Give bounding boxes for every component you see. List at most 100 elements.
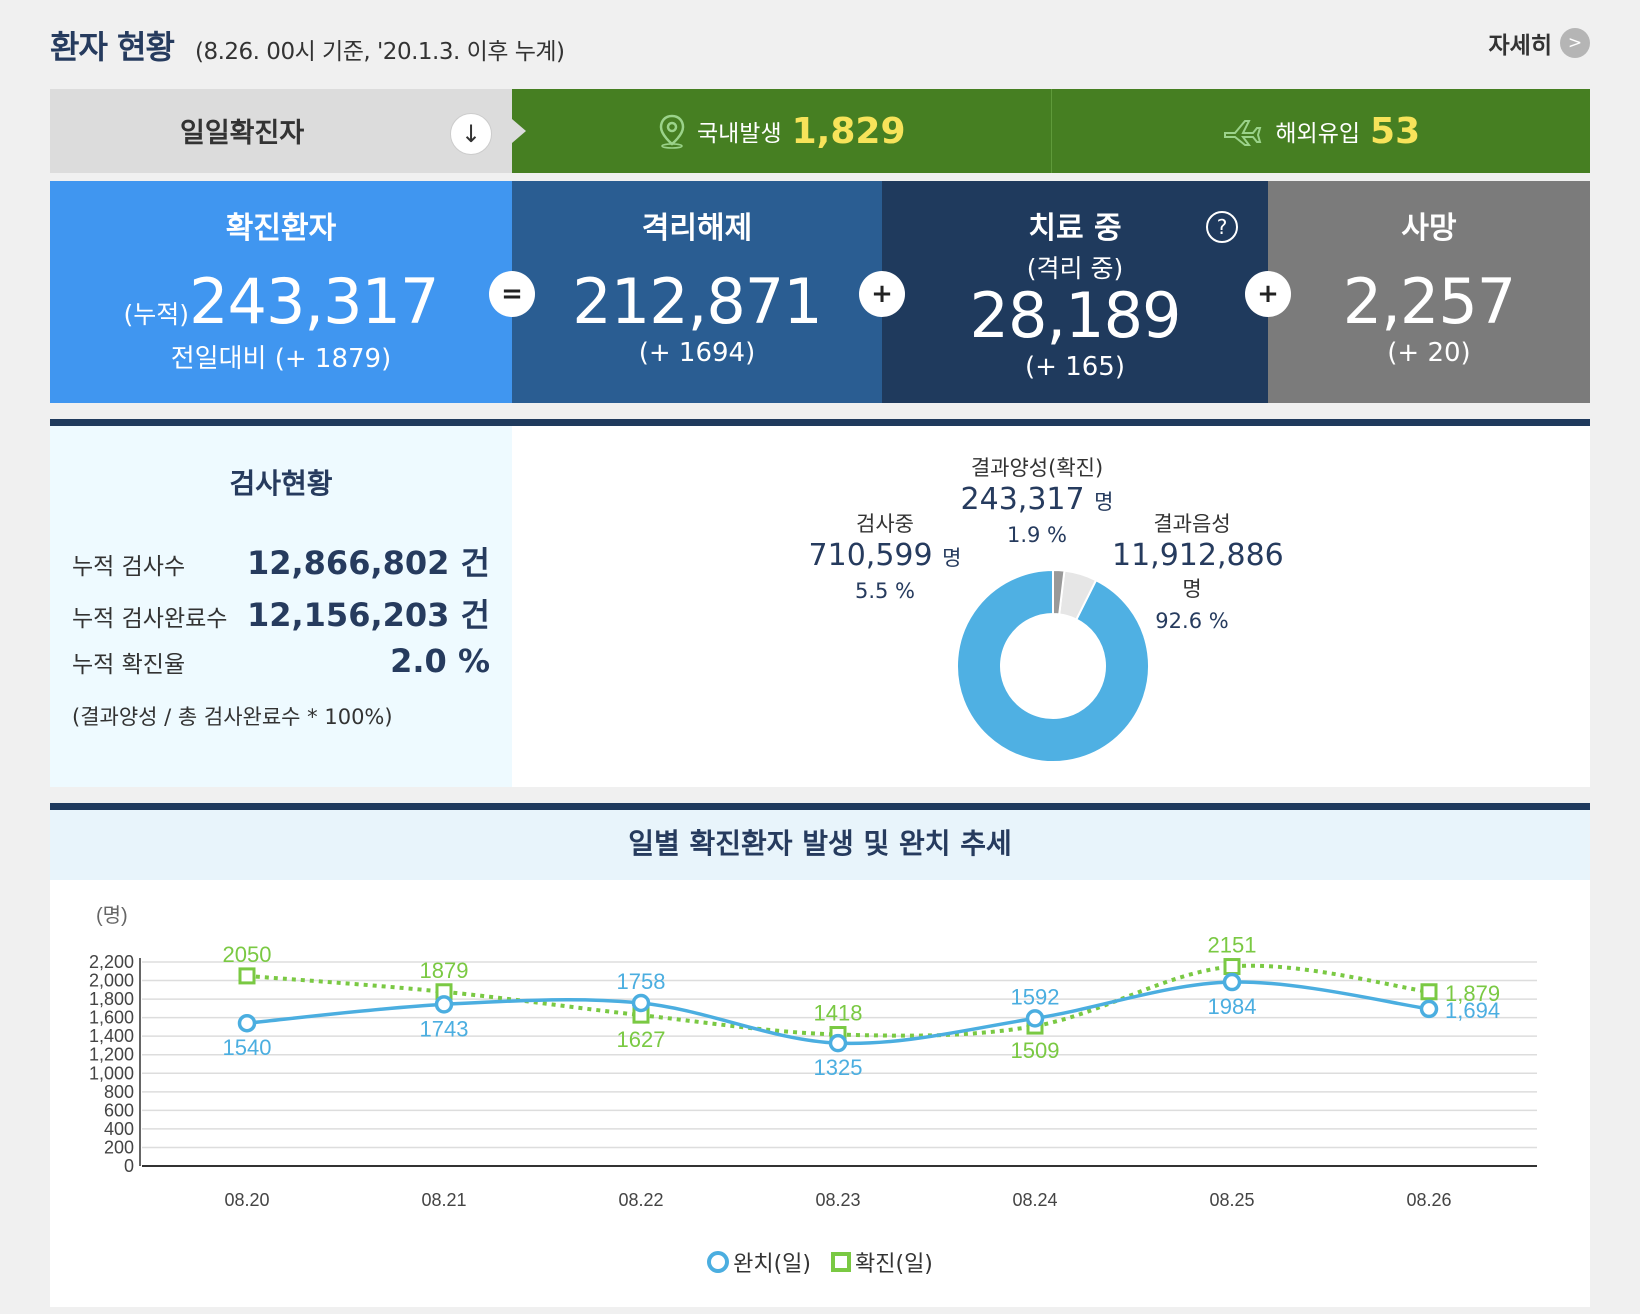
overseas-value: 53 <box>1370 110 1421 152</box>
y-tick-label: 2,200 <box>89 952 134 972</box>
y-tick-label: 0 <box>124 1156 134 1176</box>
pie-label-title: 검사중 <box>856 512 914 536</box>
recovered-data-label: 1984 <box>1208 994 1257 1019</box>
recovered-point[interactable] <box>1025 1009 1045 1028</box>
deaths-change: (+ 20) <box>1387 338 1471 368</box>
y-tick-label: 800 <box>104 1082 134 1102</box>
test-row-value: 12,866,802 건 <box>246 544 490 582</box>
domestic-cell: 국내발생 1,829 <box>512 89 1051 173</box>
pie-label-title: 결과음성 <box>1153 512 1231 536</box>
plus-icon: + <box>1245 271 1291 317</box>
square-marker-icon <box>831 1252 851 1272</box>
y-axis-label: (명) <box>96 904 128 927</box>
daily-values: 국내발생 1,829 해외유입 53 <box>512 89 1590 173</box>
recovered-data-label: 1,694 <box>1445 998 1500 1023</box>
treating-subtitle: (격리 중) <box>1026 254 1124 283</box>
arrow-down-icon[interactable]: ↓ <box>450 113 492 155</box>
x-tick-label: 08.20 <box>224 1190 269 1210</box>
help-icon[interactable]: ? <box>1206 211 1238 243</box>
recovered-data-label: 1592 <box>1011 984 1060 1009</box>
confirmed-data-label: 1509 <box>1011 1038 1060 1063</box>
confirmed-value: 243,317 <box>189 265 439 338</box>
confirmed-prefix: (누적) <box>123 300 190 329</box>
recovered-point[interactable] <box>237 1013 257 1033</box>
confirmed-data-label: 2050 <box>223 942 272 967</box>
overseas-label: 해외유입 <box>1275 121 1361 147</box>
treating-change: (+ 165) <box>1025 352 1125 382</box>
y-tick-label: 1,000 <box>89 1063 134 1083</box>
more-button[interactable]: 자세히 > <box>1489 26 1590 60</box>
confirmed-point[interactable] <box>1223 958 1241 976</box>
circle-marker-icon <box>707 1251 730 1273</box>
deaths-title: 사망 <box>1401 211 1457 246</box>
pie-label-unit: 명 <box>1094 490 1114 514</box>
confirmed-change: 전일대비 (+ 1879) <box>170 344 392 374</box>
released-box: 격리해제 212,871 (+ 1694) <box>512 181 882 403</box>
deaths-value: 2,257 <box>1342 265 1517 338</box>
confirmed-title: 확진환자 <box>225 211 337 246</box>
pie-label-title: 결과양성(확진) <box>970 456 1104 480</box>
recovered-point[interactable] <box>828 1033 848 1053</box>
pie-label-negative: 결과음성 11,912,886 명 92.6 % <box>1112 508 1284 633</box>
test-row-label: 누적 검사완료수 <box>72 606 228 632</box>
x-tick-label: 08.25 <box>1209 1190 1254 1210</box>
test-title: 검사현황 <box>229 467 333 500</box>
test-status-section: 검사현황 누적 검사수 12,866,802 건 누적 검사완료수 12,156… <box>50 419 1590 787</box>
chevron-right-icon: > <box>1560 28 1590 58</box>
more-label: 자세히 <box>1488 33 1552 59</box>
domestic-value: 1,829 <box>791 110 906 152</box>
test-row-label: 누적 확진율 <box>72 652 186 678</box>
y-tick-label: 1,600 <box>89 1008 134 1028</box>
pie-label-pct: 5.5 % <box>854 579 916 603</box>
x-tick-label: 08.24 <box>1012 1190 1057 1210</box>
pie-label-testing: 검사중 710,599 명 5.5 % <box>790 508 980 603</box>
pie-label-pct: 1.9 % <box>1006 523 1068 547</box>
y-tick-label: 600 <box>104 1100 134 1120</box>
pie-label-value: 243,317 <box>960 482 1085 517</box>
deaths-box: 사망 2,257 (+ 20) <box>1268 181 1590 403</box>
confirmed-box: 확진환자 (누적)243,317 전일대비 (+ 1879) <box>50 181 512 403</box>
recovered-data-label: 1758 <box>617 969 666 994</box>
x-tick-label: 08.23 <box>815 1190 860 1210</box>
recovered-data-label: 1540 <box>223 1035 272 1060</box>
confirmed-data-label: 1418 <box>814 1001 863 1026</box>
pie-slice-negative <box>956 568 1150 763</box>
y-tick-label: 1,800 <box>89 989 134 1009</box>
pie-label-value: 710,599 <box>808 538 933 573</box>
x-tick-label: 08.21 <box>421 1190 466 1210</box>
released-title: 격리해제 <box>641 211 753 246</box>
test-pie-area: 결과양성(확진) 243,317 명 1.9 % 검사중 710,599 명 5… <box>512 426 1590 787</box>
daily-label: 일일확진자 <box>180 118 305 149</box>
recovered-point[interactable] <box>434 995 454 1014</box>
chart-legend: 완치(일) 확진(일) <box>50 1246 1590 1278</box>
legend-recovered[interactable]: 완치(일) <box>707 1246 811 1278</box>
recovered-point[interactable] <box>1222 972 1242 992</box>
confirmed-point[interactable] <box>238 967 256 985</box>
confirmed-point[interactable] <box>1420 983 1438 1001</box>
test-summary: 검사현황 누적 검사수 12,866,802 건 누적 검사완료수 12,156… <box>50 426 512 787</box>
legend-confirmed[interactable]: 확진(일) <box>831 1246 933 1278</box>
x-tick-label: 08.22 <box>618 1190 663 1210</box>
y-tick-label: 200 <box>104 1137 134 1157</box>
test-row-label: 누적 검사수 <box>72 554 186 580</box>
domestic-label: 국내발생 <box>696 121 782 147</box>
y-tick-label: 1,400 <box>89 1026 134 1046</box>
y-tick-label: 1,200 <box>89 1045 134 1065</box>
recovered-point[interactable] <box>1419 999 1439 1019</box>
pie-label-value: 11,912,886 <box>1112 538 1284 573</box>
pie-slice-positive <box>1052 568 1066 616</box>
airplane-icon <box>1224 120 1262 146</box>
y-tick-label: 400 <box>104 1119 134 1139</box>
released-change: (+ 1694) <box>638 338 756 368</box>
recovered-point[interactable] <box>631 993 651 1013</box>
daily-label-box: 일일확진자 ↓ <box>50 89 512 173</box>
confirmed-data-label: 1627 <box>617 1027 666 1052</box>
header: 환자 현황 (8.26. 00시 기준, '20.1.3. 이후 누계) 자세히… <box>50 22 1590 72</box>
test-row: 누적 검사수 12,866,802 건 <box>72 538 490 584</box>
test-note: (결과양성 / 총 검사완료수 * 100%) <box>72 705 393 729</box>
pie-label-unit: 명 <box>942 546 962 570</box>
pie-label-pct: 92.6 % <box>1155 609 1229 633</box>
test-row-value: 2.0 % <box>390 642 490 680</box>
test-row: 누적 검사완료수 12,156,203 건 <box>72 590 490 636</box>
released-value: 212,871 <box>572 265 822 338</box>
